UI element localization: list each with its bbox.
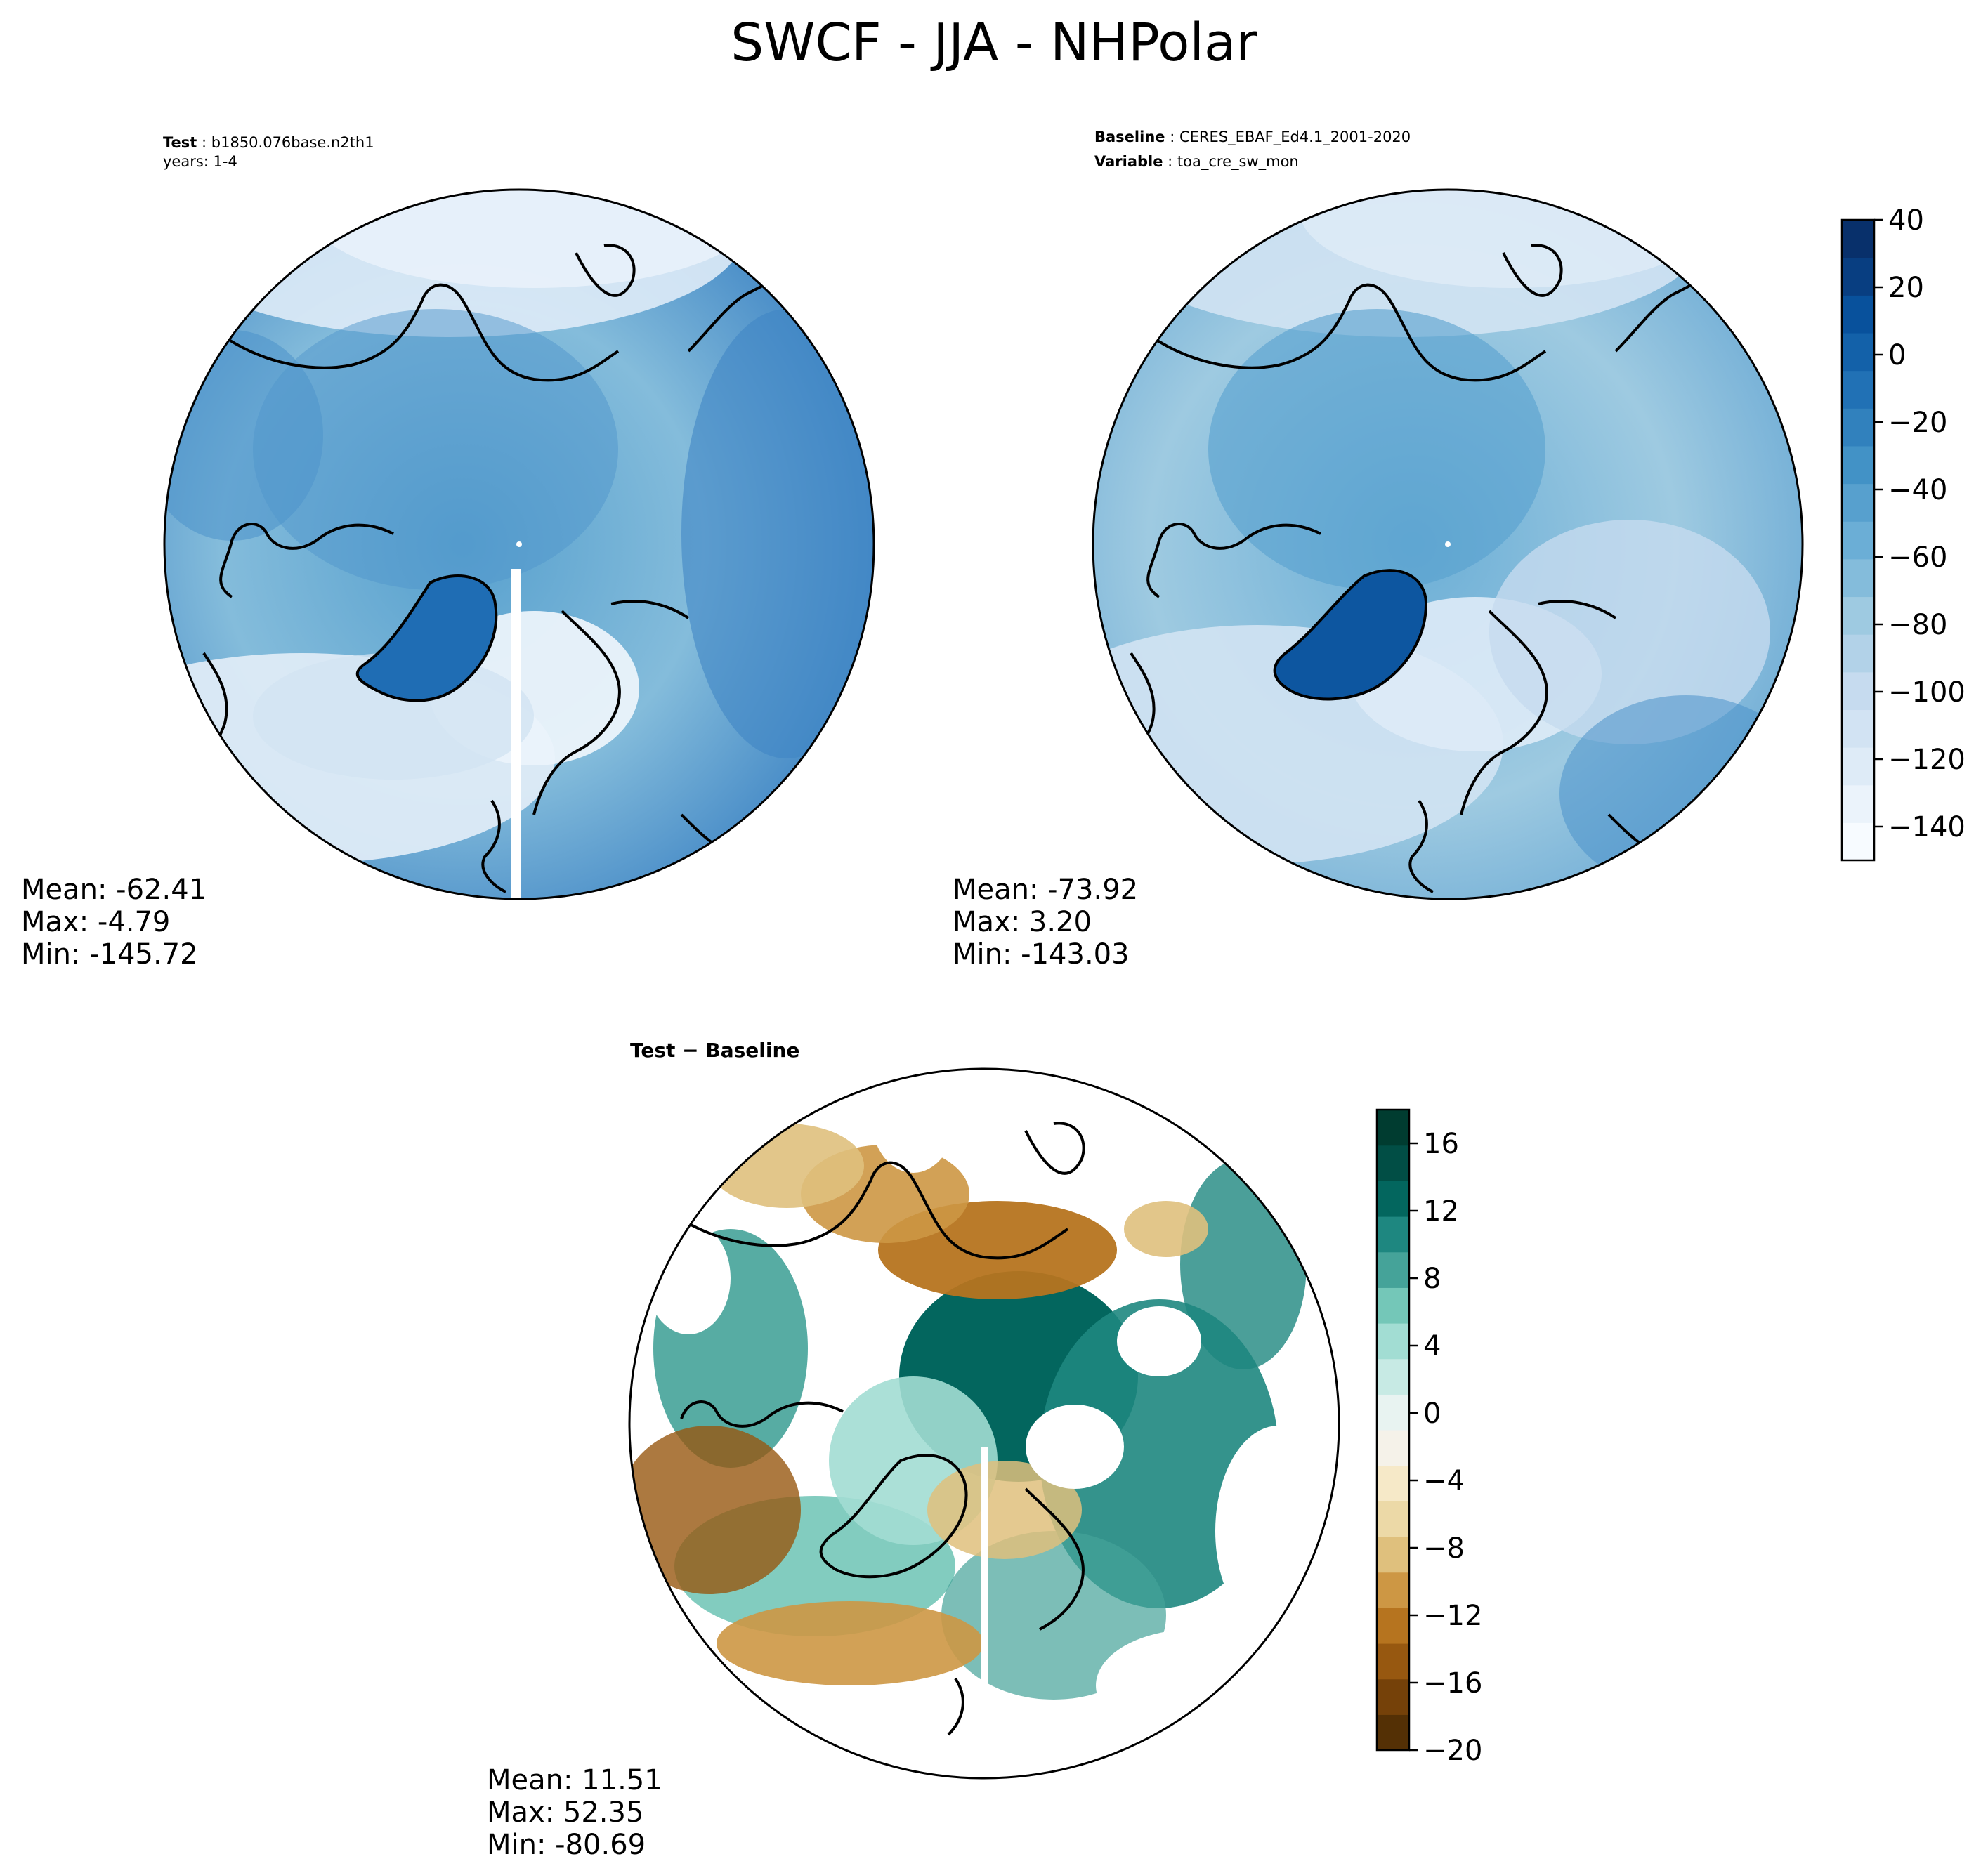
colorbar-diff-tick-label: 4 <box>1423 1330 1441 1362</box>
colorbar-main-tick-label: −60 <box>1888 541 1947 574</box>
colorbar-diff-swatch <box>1377 1501 1409 1537</box>
colorbar-diff-swatch <box>1377 1643 1409 1680</box>
colorbar-main-swatch <box>1842 332 1874 372</box>
baseline-header-label: Baseline <box>1094 129 1165 145</box>
colorbar-main: 40 20 0 −20 −40 −60 −80 −100 −120 −140 <box>1840 204 1966 862</box>
colorbar-diff: 16 12 8 4 0 −4 −8 −12 −16 −20 <box>1375 1108 1482 1767</box>
baseline-map-field <box>1093 190 1803 899</box>
colorbar-main-swatch <box>1842 483 1874 522</box>
colorbar-main-swatch <box>1842 822 1874 861</box>
test-map-field <box>164 190 874 899</box>
colorbar-main-swatch <box>1842 445 1874 485</box>
panel-diff: Test − Baseline <box>487 1039 1340 1861</box>
colorbar-main-tick-label: −20 <box>1888 407 1947 439</box>
colorbar-main-tick-label: 0 <box>1888 339 1906 372</box>
baseline-header-sep: : <box>1165 129 1179 145</box>
colorbar-main-swatch <box>1842 784 1874 823</box>
diff-stat-mean: Mean: 11.51 <box>487 1764 662 1796</box>
colorbar-main-swatch <box>1842 671 1874 711</box>
baseline-stat-max: Max: 3.20 <box>953 906 1092 938</box>
baseline-variable-label: Variable <box>1094 153 1163 170</box>
colorbar-main-tick-label: −100 <box>1888 676 1966 709</box>
colorbar-diff-swatch <box>1377 1110 1409 1146</box>
baseline-variable-name: toa_cre_sw_mon <box>1177 153 1299 171</box>
colorbar-diff-swatch <box>1377 1678 1409 1715</box>
test-header-case: b1850.076base.n2th1 <box>211 134 374 151</box>
colorbar-diff-tick-label: −4 <box>1423 1465 1465 1497</box>
colorbar-diff-tick-label: 16 <box>1423 1128 1459 1160</box>
colorbar-main-tick-label: −120 <box>1888 744 1966 776</box>
colorbar-main-tick-label: 20 <box>1888 272 1924 304</box>
colorbar-main-tick-label: 40 <box>1888 204 1924 237</box>
colorbar-main-tick-label: −140 <box>1888 811 1966 843</box>
diff-map-boundary <box>628 1067 1340 1780</box>
colorbar-diff-swatch <box>1377 1287 1409 1324</box>
colorbar-main-swatch <box>1842 558 1874 598</box>
colorbar-main-swatch <box>1842 596 1874 635</box>
colorbar-diff-tick-label: −20 <box>1423 1735 1482 1767</box>
colorbar-diff-swatch <box>1377 1537 1409 1573</box>
colorbar-main-swatch <box>1842 408 1874 447</box>
colorbar-diff-swatch <box>1377 1394 1409 1431</box>
baseline-header-source: CERES_EBAF_Ed4.1_2001-2020 <box>1179 129 1411 146</box>
colorbar-diff-swatch <box>1377 1572 1409 1608</box>
colorbar-main-swatch <box>1842 257 1874 296</box>
panel-baseline: Baseline : CERES_EBAF_Ed4.1_2001-2020 Va… <box>953 129 1804 971</box>
colorbar-diff-swatch <box>1377 1608 1409 1644</box>
test-header-years: years: 1-4 <box>163 153 237 170</box>
colorbar-main-swatch <box>1842 634 1874 673</box>
colorbar-diff-swatch <box>1377 1358 1409 1395</box>
test-stat-min: Min: -145.72 <box>21 938 198 971</box>
colorbar-main-swatch <box>1842 747 1874 786</box>
colorbar-diff-swatch <box>1377 1430 1409 1466</box>
colorbar-diff-swatch <box>1377 1251 1409 1288</box>
colorbar-diff-tick-label: 8 <box>1423 1263 1441 1295</box>
colorbar-main-swatch <box>1842 370 1874 409</box>
diff-map-field <box>629 1069 1339 1778</box>
colorbar-diff-tick-label: 12 <box>1423 1195 1459 1228</box>
baseline-stat-mean: Mean: -73.92 <box>953 874 1138 906</box>
panel-test: Test : b1850.076base.n2th1 years: 1-4 <box>21 134 875 971</box>
colorbar-main-swatch <box>1842 295 1874 334</box>
baseline-header-line-2: Variable : toa_cre_sw_mon <box>1094 153 1299 171</box>
colorbar-main-frame <box>1840 218 1876 862</box>
colorbar-main-swatch <box>1842 709 1874 748</box>
colorbar-diff-tick-label: 0 <box>1423 1398 1441 1430</box>
test-stat-max: Max: -4.79 <box>21 906 170 938</box>
test-stat-mean: Mean: -62.41 <box>21 874 207 906</box>
diff-header: Test − Baseline <box>630 1039 799 1062</box>
colorbar-main-tick-label: −40 <box>1888 474 1947 506</box>
diff-stat-max: Max: 52.35 <box>487 1796 643 1829</box>
baseline-variable-sep: : <box>1163 153 1177 170</box>
baseline-header-line-1: Baseline : CERES_EBAF_Ed4.1_2001-2020 <box>1094 129 1411 146</box>
test-header-label: Test <box>163 134 197 151</box>
test-header-line-1: Test : b1850.076base.n2th1 <box>163 134 374 151</box>
colorbar-main-swatch <box>1842 521 1874 560</box>
diff-stat-min: Min: -80.69 <box>487 1829 646 1861</box>
colorbar-diff-swatch <box>1377 1714 1409 1751</box>
baseline-map-boundary <box>1092 188 1804 900</box>
colorbar-diff-swatch <box>1377 1323 1409 1360</box>
baseline-stat-min: Min: -143.03 <box>953 938 1130 971</box>
test-header-sep: : <box>197 134 211 151</box>
colorbar-main-tick-label: −80 <box>1888 609 1947 641</box>
colorbar-diff-swatch <box>1377 1181 1409 1217</box>
colorbar-diff-tick-label: −12 <box>1423 1600 1482 1632</box>
colorbar-diff-tick-label: −8 <box>1423 1532 1465 1565</box>
colorbar-diff-swatch <box>1377 1216 1409 1253</box>
colorbar-main-swatch <box>1842 220 1874 258</box>
colorbar-diff-frame <box>1375 1108 1411 1752</box>
colorbar-diff-swatch <box>1377 1145 1409 1181</box>
figure-title: SWCF - JJA - NHPolar <box>731 13 1257 73</box>
colorbar-diff-tick-label: −16 <box>1423 1667 1482 1700</box>
test-map-boundary <box>163 188 875 900</box>
colorbar-diff-swatch <box>1377 1465 1409 1501</box>
